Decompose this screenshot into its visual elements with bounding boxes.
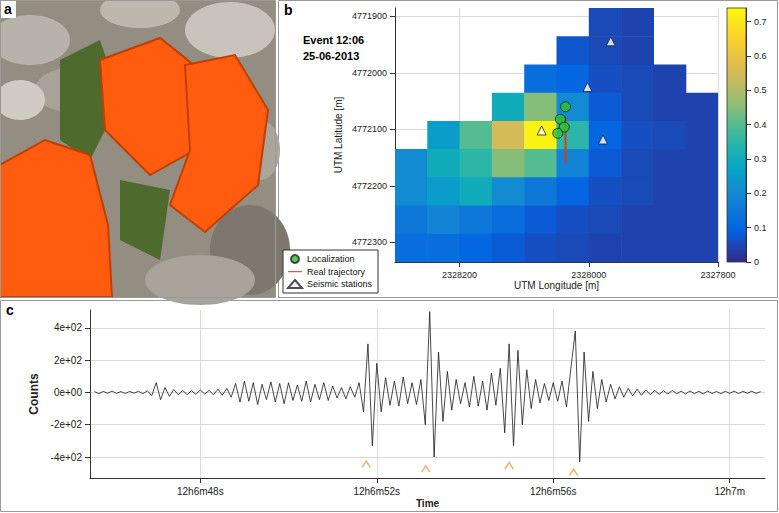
svg-text:12h6m52s: 12h6m52s (353, 486, 400, 497)
svg-text:Event 12:06: Event 12:06 (303, 34, 364, 46)
svg-text:Real trajectory: Real trajectory (307, 267, 366, 277)
svg-text:UTM Longitude [m]: UTM Longitude [m] (514, 280, 599, 291)
svg-text:b: b (284, 2, 293, 18)
svg-text:Time: Time (416, 498, 440, 509)
svg-text:4772200: 4772200 (352, 181, 387, 191)
svg-text:0.1: 0.1 (754, 223, 767, 233)
svg-text:Counts: Counts (27, 373, 41, 415)
svg-text:0.2: 0.2 (754, 188, 767, 198)
svg-text:Localization: Localization (307, 254, 355, 264)
svg-text:0: 0 (754, 257, 759, 267)
svg-text:2e+02: 2e+02 (54, 355, 83, 366)
svg-text:2327800: 2327800 (700, 270, 735, 280)
svg-text:0.6: 0.6 (754, 51, 767, 61)
svg-text:UTM Latitude [m]: UTM Latitude [m] (333, 96, 344, 173)
svg-text:-4e+02: -4e+02 (51, 452, 83, 463)
svg-text:4772300: 4772300 (352, 237, 387, 247)
svg-text:0e+00: 0e+00 (54, 387, 83, 398)
svg-text:0.4: 0.4 (754, 120, 767, 130)
svg-text:4772100: 4772100 (352, 124, 387, 134)
svg-text:12h6m48s: 12h6m48s (177, 486, 224, 497)
svg-text:2328200: 2328200 (442, 270, 477, 280)
svg-text:-2e+02: -2e+02 (51, 419, 83, 430)
svg-text:12h6m56s: 12h6m56s (530, 486, 577, 497)
svg-text:0.7: 0.7 (754, 17, 767, 27)
svg-text:4e+02: 4e+02 (54, 322, 83, 333)
svg-text:12h7m: 12h7m (714, 486, 745, 497)
svg-text:4771900: 4771900 (352, 11, 387, 21)
svg-text:25-06-2013: 25-06-2013 (303, 50, 359, 62)
svg-text:c: c (6, 302, 14, 318)
svg-text:0.5: 0.5 (754, 85, 767, 95)
svg-text:a: a (4, 1, 12, 17)
svg-text:Seismic stations: Seismic stations (307, 279, 373, 289)
svg-text:4772000: 4772000 (352, 68, 387, 78)
svg-text:0.3: 0.3 (754, 154, 767, 164)
svg-text:2328000: 2328000 (571, 270, 606, 280)
